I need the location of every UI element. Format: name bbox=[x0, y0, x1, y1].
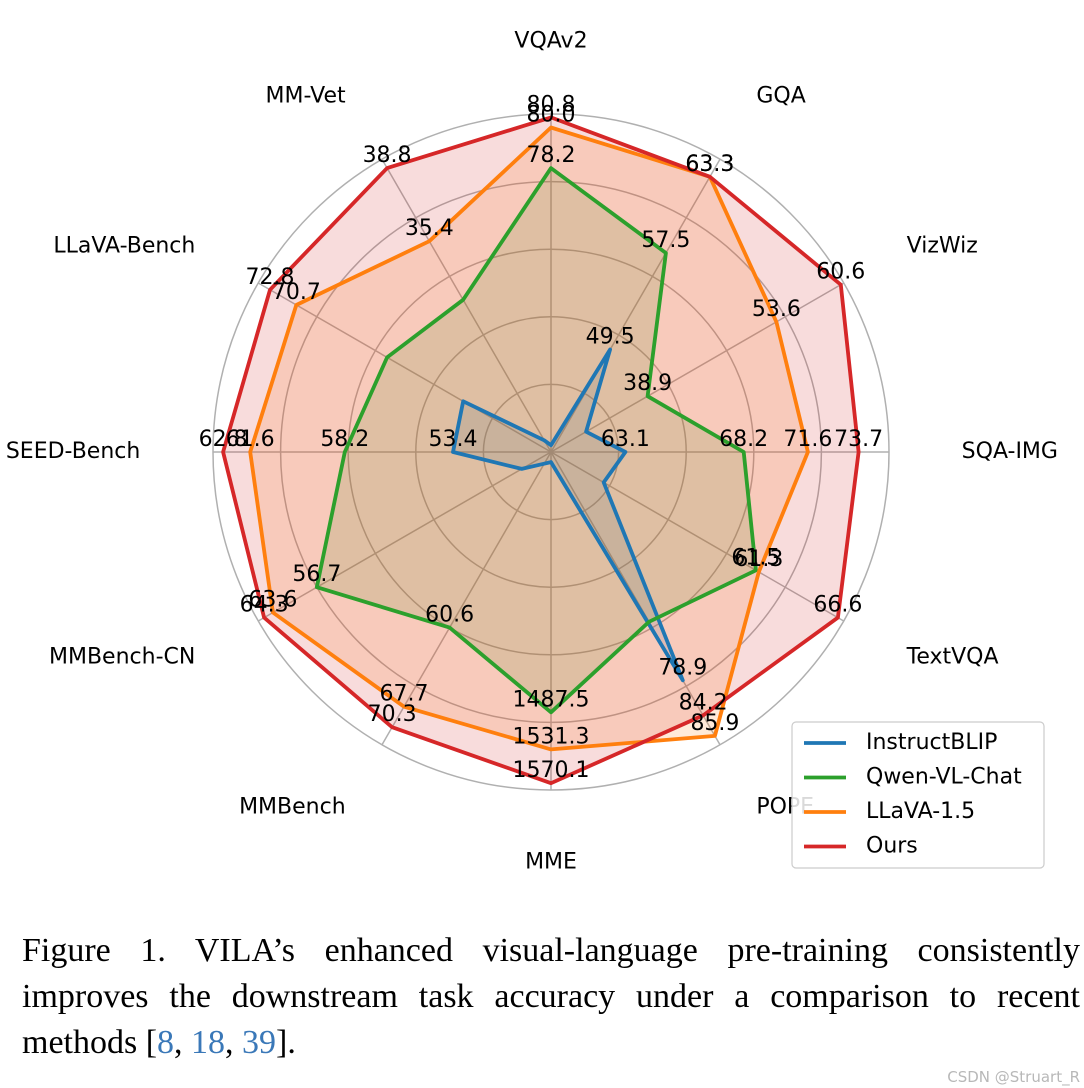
value-label-3-1: 63.3 bbox=[685, 152, 734, 177]
axis-label-llava-bench: LLaVA-Bench bbox=[53, 234, 195, 259]
watermark: CSDN @Struart_R bbox=[947, 1068, 1080, 1086]
value-label-2-8: 63.6 bbox=[248, 588, 297, 613]
legend-label-3: Ours bbox=[866, 834, 918, 859]
value-label-1-8: 56.7 bbox=[292, 562, 341, 587]
spoke-2 bbox=[550, 282, 845, 453]
axis-label-mme: MME bbox=[525, 850, 577, 875]
axis-label-mmbench-cn: MMBench-CN bbox=[49, 644, 195, 669]
value-label-2-1: 63.3 bbox=[685, 152, 734, 177]
caption-separator: , bbox=[174, 1024, 192, 1061]
legend-label-0: InstructBLIP bbox=[866, 730, 997, 755]
value-label-2-5: 85.9 bbox=[690, 711, 739, 736]
citation-link-8[interactable]: 8 bbox=[157, 1024, 175, 1061]
value-label-3-4: 66.6 bbox=[813, 593, 862, 618]
value-label-1-1: 57.5 bbox=[641, 228, 690, 253]
value-label-2-7: 67.7 bbox=[379, 682, 428, 707]
figure-caption: Figure 1. VILA’s enhanced visual-languag… bbox=[22, 928, 1080, 1066]
spoke-11 bbox=[381, 158, 552, 453]
axis-label-mmbench: MMBench bbox=[239, 795, 346, 820]
spoke-4 bbox=[550, 451, 845, 622]
value-label-3-11: 38.8 bbox=[363, 143, 412, 168]
value-label-2-2: 53.6 bbox=[752, 297, 801, 322]
spoke-8 bbox=[257, 451, 552, 622]
series-line-1 bbox=[314, 166, 758, 715]
value-label-3-2: 60.6 bbox=[816, 260, 865, 285]
axis-label-seed-bench: SEED-Bench bbox=[6, 439, 140, 464]
radar-chart: VQAv2GQAVizWizSQA-IMGTextVQAPOPEMMEMMBen… bbox=[6, 28, 1058, 875]
value-label-2-3: 71.6 bbox=[783, 427, 832, 452]
series-line-0 bbox=[451, 347, 685, 683]
value-label-1-7: 60.6 bbox=[425, 603, 474, 628]
series-area-3 bbox=[223, 117, 859, 784]
legend-label-2: LLaVA-1.5 bbox=[866, 799, 975, 824]
legend-box bbox=[791, 721, 1045, 869]
value-label-2-0: 80.0 bbox=[527, 103, 576, 128]
axis-label-textvqa: TextVQA bbox=[906, 644, 999, 669]
axis-label-mm-vet: MM-Vet bbox=[266, 83, 346, 108]
value-label-1-3: 68.2 bbox=[719, 427, 768, 452]
value-label-3-0: 80.8 bbox=[527, 92, 576, 117]
series-line-3 bbox=[221, 115, 861, 786]
value-label-1-0: 78.2 bbox=[527, 143, 576, 168]
value-label-2-9: 61.6 bbox=[226, 427, 275, 452]
value-label-1-9: 58.2 bbox=[320, 427, 369, 452]
spoke-10 bbox=[257, 282, 552, 453]
series-area-0 bbox=[453, 349, 683, 681]
value-label-3-9: 62.8 bbox=[199, 427, 248, 452]
value-label-2-6: 1531.3 bbox=[513, 724, 590, 749]
caption-text: Figure 1. VILA’s enhanced visual-languag… bbox=[22, 932, 1080, 1061]
series-area-1 bbox=[316, 168, 756, 713]
value-label-3-10: 72.8 bbox=[245, 265, 294, 290]
value-label-3-5: 84.2 bbox=[679, 690, 728, 715]
series-areas bbox=[223, 117, 859, 784]
spoke-1 bbox=[550, 158, 721, 453]
legend-label-1: Qwen-VL-Chat bbox=[866, 765, 1022, 790]
legend: InstructBLIP Qwen-VL-Chat LLaVA-1.5 Ours bbox=[791, 721, 1045, 869]
axis-label-gqa: GQA bbox=[756, 83, 805, 108]
spoke-7 bbox=[381, 451, 552, 746]
value-label-3-6: 1570.1 bbox=[513, 758, 590, 783]
value-label-3-7: 70.3 bbox=[368, 702, 417, 727]
citation-link-18[interactable]: 18 bbox=[191, 1024, 226, 1061]
caption-end: ]. bbox=[276, 1024, 296, 1061]
caption-separator: , bbox=[225, 1024, 243, 1061]
series-line-2 bbox=[248, 125, 810, 752]
value-labels: 49.5 63.1 78.9 53.4 78.2 57.5 38.9 68.2 61.5 1487… bbox=[199, 92, 883, 783]
citation-link-39[interactable]: 39 bbox=[242, 1024, 277, 1061]
axis-label-sqa-img: SQA-IMG bbox=[962, 439, 1058, 464]
value-label-0-9: 53.4 bbox=[428, 427, 477, 452]
value-label-1-4: 61.5 bbox=[731, 545, 780, 570]
value-label-3-8: 64.3 bbox=[240, 593, 289, 618]
radar-grid bbox=[212, 113, 890, 791]
axis-label-vqav2: VQAv2 bbox=[514, 28, 587, 53]
value-label-0-5: 78.9 bbox=[658, 655, 707, 680]
value-label-2-10: 70.7 bbox=[272, 280, 321, 305]
value-label-2-4: 61.3 bbox=[734, 547, 783, 572]
axis-label-vizwiz: VizWiz bbox=[907, 234, 978, 259]
value-label-0-1: 49.5 bbox=[586, 325, 635, 350]
value-label-3-3: 73.7 bbox=[834, 427, 883, 452]
series-lines bbox=[221, 115, 861, 786]
value-label-0-3: 63.1 bbox=[601, 427, 650, 452]
value-label-2-11: 35.4 bbox=[405, 216, 454, 241]
value-label-1-6: 1487.5 bbox=[513, 687, 590, 712]
series-area-2 bbox=[250, 127, 808, 750]
value-label-1-2: 38.9 bbox=[623, 371, 672, 396]
